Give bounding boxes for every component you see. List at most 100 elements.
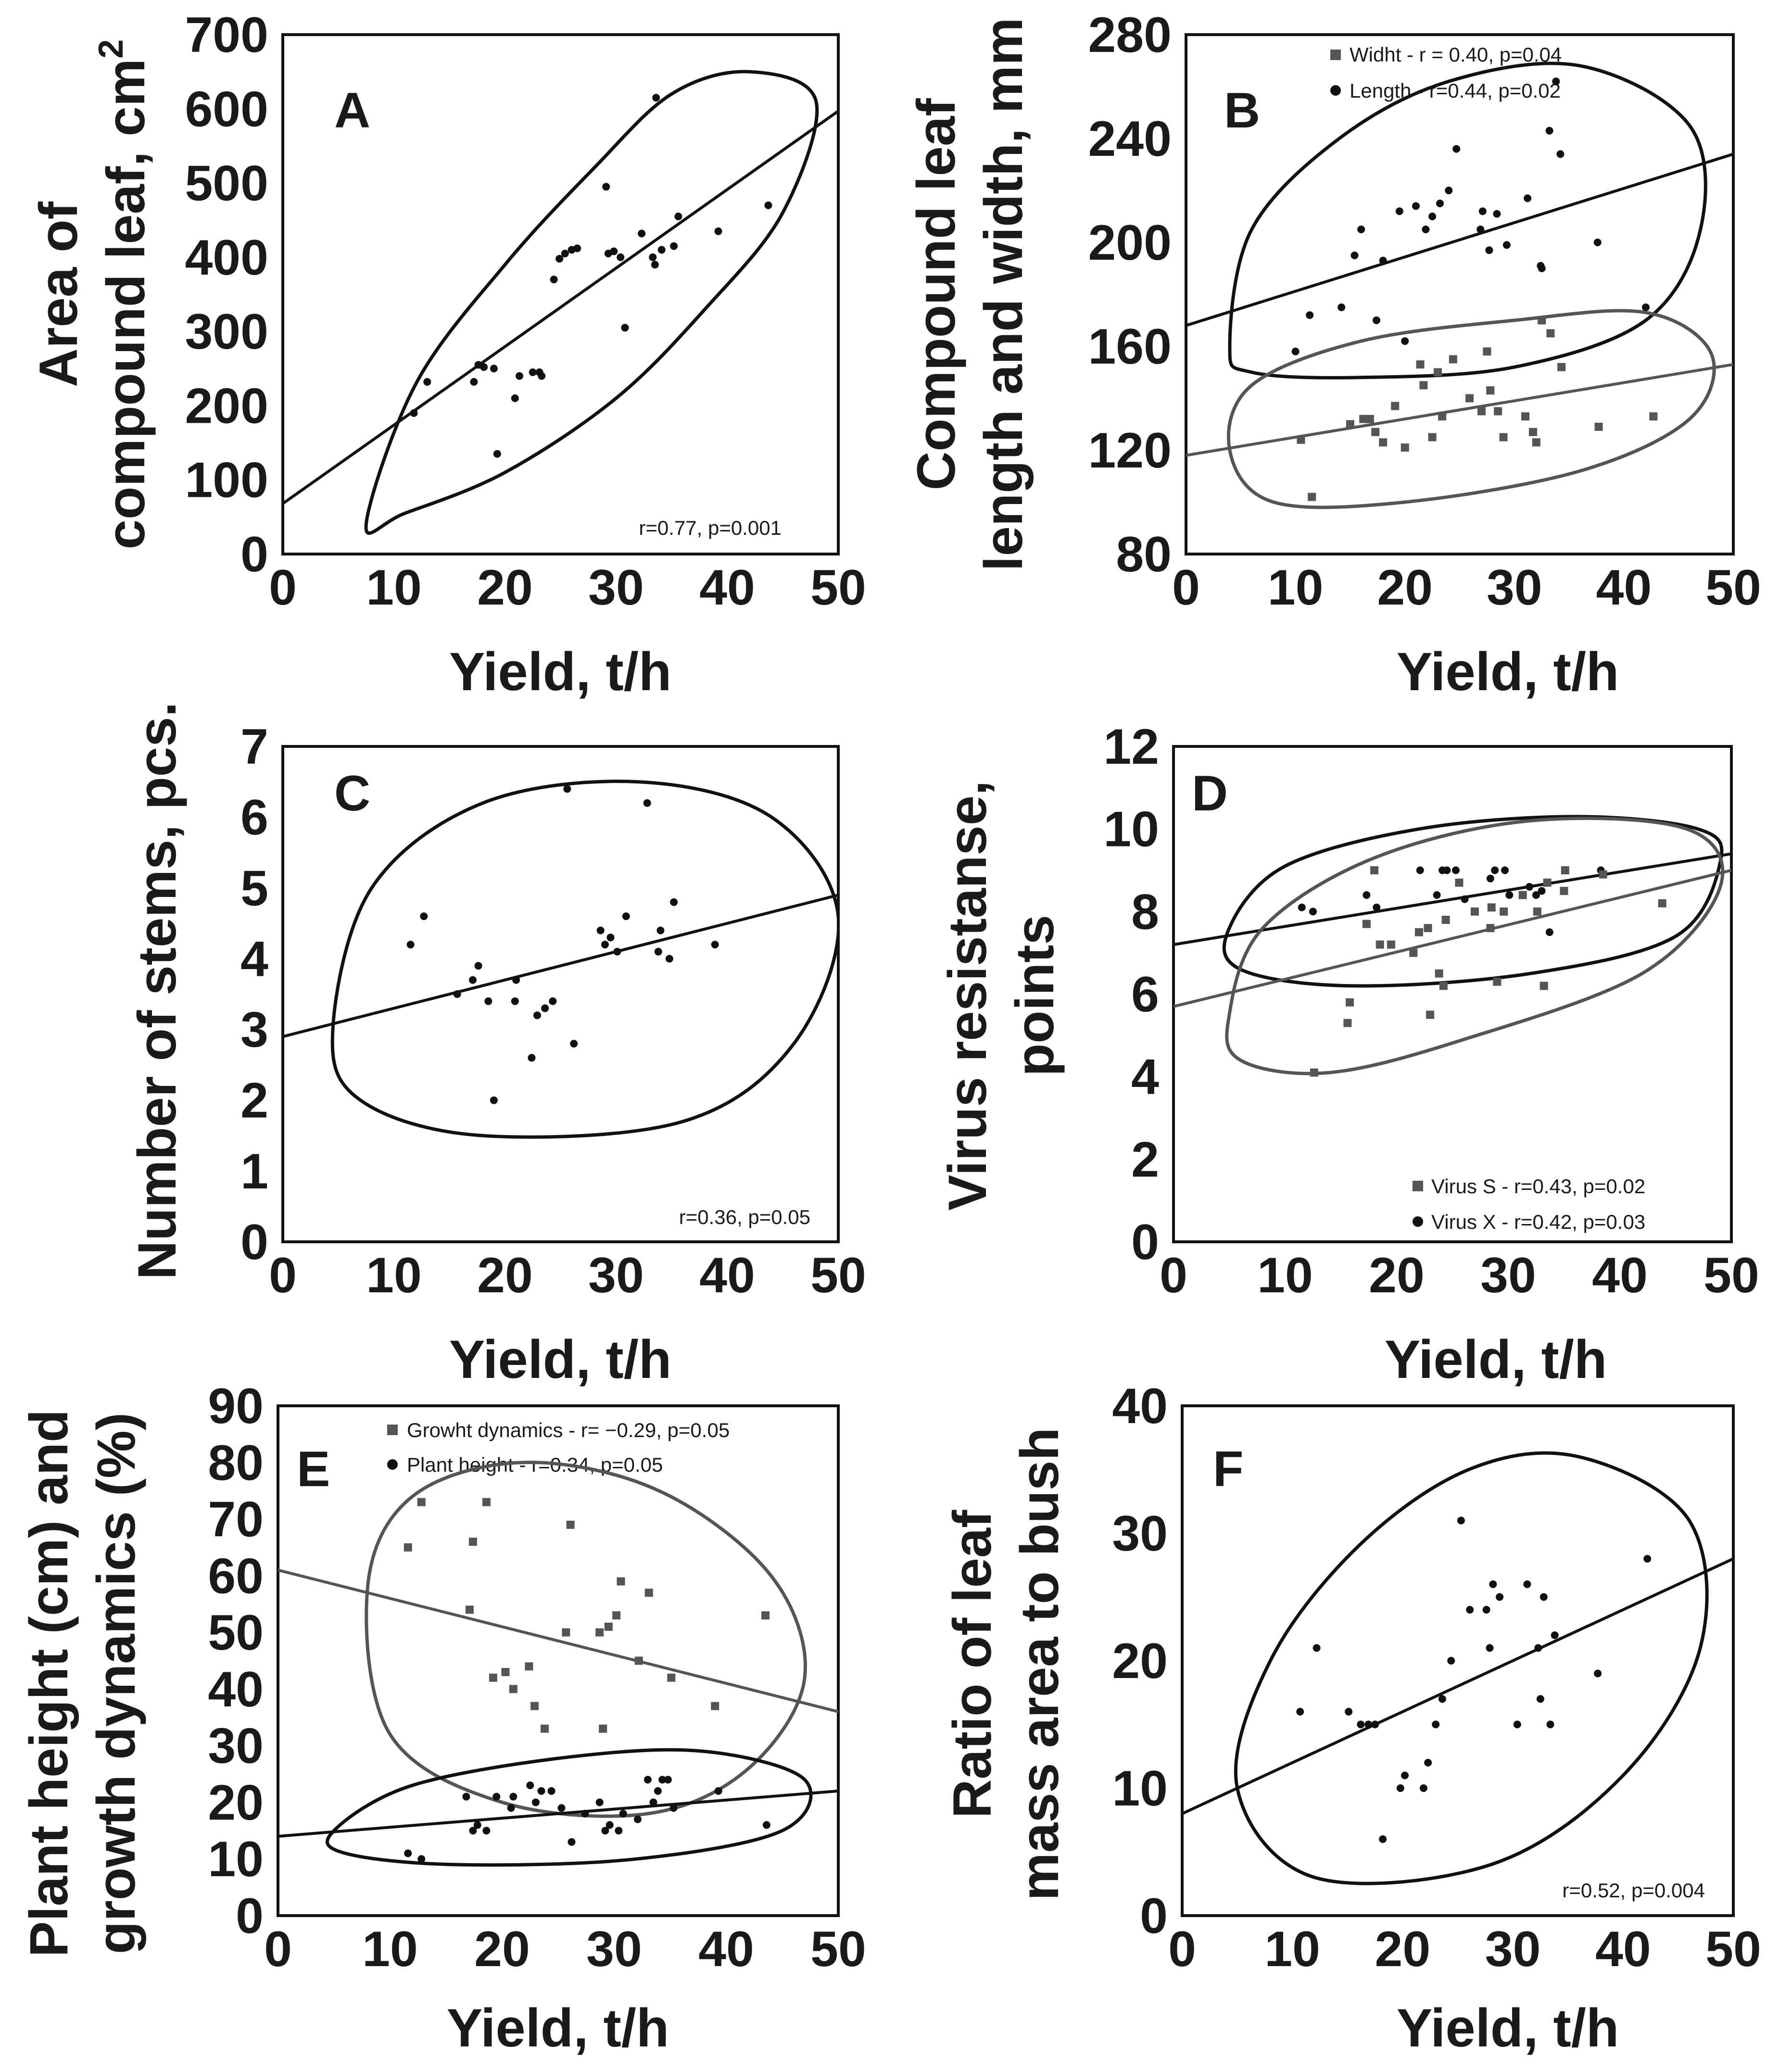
point-b-widht-27: [1594, 422, 1603, 431]
point-a-area-7: [511, 394, 519, 402]
y-tick-b-1: 120: [1088, 423, 1172, 479]
y-axis-label-f-line-2: mass area to bush: [1010, 1427, 1070, 1901]
point-b-length-26: [1593, 239, 1602, 246]
point-e-growht-dynamics-10: [541, 1724, 549, 1733]
panel-letter-b: B: [1224, 83, 1260, 139]
point-f-ratio-24: [1540, 1593, 1548, 1601]
point-e-plant-height-18: [606, 1821, 614, 1829]
x-tick-c-4: 40: [699, 1248, 755, 1303]
point-a-area-4: [480, 363, 488, 371]
point-b-length-17: [1485, 246, 1493, 254]
marks-c: [283, 780, 838, 1139]
point-b-length-13: [1445, 187, 1453, 194]
y-tick-a-3: 300: [185, 304, 268, 360]
y-tick-b-4: 240: [1088, 111, 1172, 167]
x-tick-d-1: 10: [1257, 1248, 1313, 1303]
point-b-widht-17: [1483, 347, 1491, 356]
point-d-virus-x-9: [1461, 895, 1469, 903]
ticks-d: 0 10 20 30 40 50 0 2 4 6 8 10 12: [1103, 719, 1759, 1303]
point-a-area-16: [573, 244, 581, 252]
point-b-widht-0: [1297, 435, 1305, 444]
point-e-growht-dynamics-8: [525, 1662, 533, 1671]
legend-b-length-label: Length - r=0.44, p=0.02: [1350, 79, 1561, 102]
x-tick-c-1: 10: [366, 1248, 422, 1303]
ellipse-b-widht: [1226, 309, 1716, 509]
point-d-virus-s-6: [1387, 940, 1395, 949]
x-tick-f-0: 0: [1168, 1921, 1196, 1977]
ellipse-d-virus-s: [1225, 816, 1725, 1075]
x-tick-e-5: 50: [810, 1921, 866, 1977]
y-axis-label-a: Area of compound leaf, cm2: [28, 39, 156, 550]
point-a-area-28: [674, 213, 682, 220]
point-c-stems-15: [596, 926, 605, 934]
point-e-growht-dynamics-9: [530, 1702, 539, 1710]
point-e-plant-height-16: [595, 1798, 604, 1806]
fit-line-a-area: [283, 110, 838, 505]
point-a-area-26: [657, 246, 666, 254]
point-e-plant-height-29: [762, 1821, 770, 1829]
x-tick-a-0: 0: [269, 560, 297, 616]
point-d-virus-s-22: [1540, 982, 1548, 990]
point-e-plant-height-2: [462, 1792, 470, 1801]
point-d-virus-s-9: [1424, 924, 1432, 933]
point-c-stems-11: [541, 1004, 549, 1012]
marks-b: [1186, 62, 1733, 509]
point-e-plant-height-24: [654, 1787, 662, 1795]
y-axis-label-f: Ratio of leaf mass area to bush: [942, 1427, 1070, 1901]
point-c-stems-21: [654, 947, 662, 956]
point-a-area-0: [410, 409, 418, 417]
y-tick-e-0: 0: [236, 1888, 264, 1944]
point-f-ratio-17: [1486, 1644, 1494, 1652]
point-b-widht-19: [1494, 407, 1502, 416]
y-tick-d-0: 0: [1131, 1214, 1159, 1270]
y-tick-a-4: 400: [185, 230, 268, 286]
point-e-plant-height-4: [473, 1821, 481, 1829]
point-e-plant-height-15: [581, 1810, 589, 1818]
point-a-area-27: [670, 242, 678, 250]
point-c-stems-3: [469, 976, 477, 984]
x-axis-label-b: Yield, t/h: [1397, 642, 1619, 702]
y-tick-a-0: 0: [240, 527, 268, 582]
point-e-growht-dynamics-17: [617, 1577, 625, 1586]
point-d-virus-x-7: [1443, 866, 1451, 874]
point-b-widht-4: [1365, 415, 1374, 423]
point-b-length-8: [1401, 337, 1409, 345]
point-c-stems-4: [474, 962, 482, 970]
point-f-ratio-5: [1371, 1720, 1379, 1729]
point-e-plant-height-27: [669, 1804, 678, 1812]
point-a-area-9: [529, 368, 537, 376]
point-b-length-24: [1552, 77, 1560, 86]
point-d-virus-s-26: [1599, 870, 1607, 879]
x-tick-b-2: 20: [1377, 560, 1433, 616]
point-a-area-8: [516, 372, 524, 380]
point-f-ratio-4: [1364, 1720, 1373, 1729]
x-tick-f-1: 10: [1264, 1921, 1320, 1977]
ellipse-b-length: [1228, 62, 1707, 379]
panel-a: A Area of compound leaf, cm2 Yield, t/h …: [28, 7, 866, 702]
point-c-stems-14: [570, 1040, 578, 1048]
point-b-widht-21: [1521, 412, 1530, 421]
ticks-f: 0 10 20 30 40 50 0 10 20 30 40: [1112, 1378, 1761, 1977]
point-e-plant-height-26: [664, 1776, 672, 1784]
point-b-widht-16: [1477, 407, 1486, 416]
y-axis-label-b-line-1: Compound leaf: [906, 98, 966, 491]
y-tick-f-4: 40: [1112, 1378, 1168, 1434]
y-tick-d-6: 12: [1103, 719, 1159, 775]
x-axis-label-f: Yield, t/h: [1397, 1998, 1619, 2058]
y-tick-a-2: 200: [185, 378, 268, 434]
y-tick-e-3: 30: [208, 1718, 264, 1774]
y-tick-d-2: 4: [1131, 1049, 1159, 1105]
point-b-length-15: [1477, 226, 1485, 233]
point-d-virus-s-23: [1543, 878, 1552, 887]
point-b-widht-15: [1465, 394, 1474, 403]
point-e-plant-height-20: [619, 1810, 627, 1818]
fit-line-c-stems: [283, 894, 838, 1038]
y-tick-f-3: 30: [1112, 1506, 1168, 1562]
point-a-area-22: [638, 229, 646, 238]
point-c-stems-6: [490, 1096, 498, 1104]
y-tick-c-5: 5: [240, 860, 268, 916]
y-tick-e-7: 70: [208, 1492, 264, 1548]
point-d-virus-x-16: [1538, 887, 1546, 895]
y-tick-c-2: 2: [240, 1073, 268, 1129]
